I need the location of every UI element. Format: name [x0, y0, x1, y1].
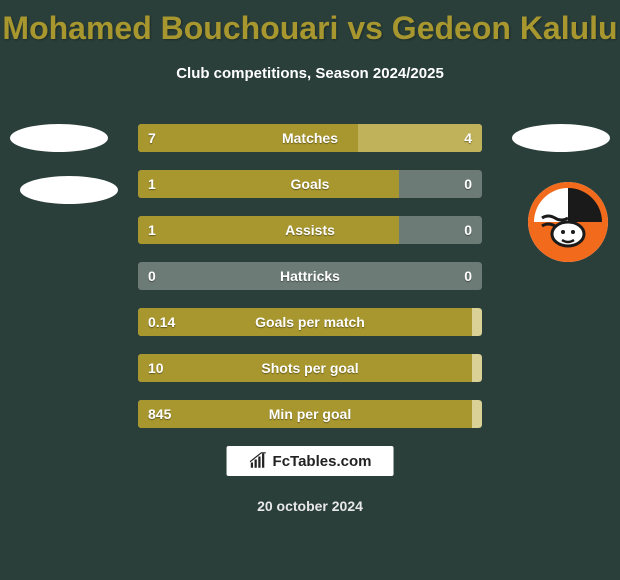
stat-label: Hattricks: [138, 262, 482, 290]
stat-label: Matches: [138, 124, 482, 152]
page-title: Mohamed Bouchouari vs Gedeon Kalulu: [0, 0, 620, 47]
stat-value-right: 0: [464, 216, 472, 244]
branding-text: FcTables.com: [273, 453, 372, 470]
stat-row: Assists1 0: [138, 216, 482, 244]
stat-label: Assists: [138, 216, 482, 244]
stat-label: Min per goal: [138, 400, 482, 428]
stat-label: Shots per goal: [138, 354, 482, 382]
comparison-bars: Matches74Goals10Assists10Hattricks00Goal…: [138, 124, 482, 446]
stat-value-right: 0: [464, 262, 472, 290]
stat-label: Goals: [138, 170, 482, 198]
stat-row: Matches7 4: [138, 124, 482, 152]
club-badge-lorient: [528, 182, 608, 262]
stat-value-left: 845: [148, 400, 171, 428]
stat-value-left: 1: [148, 170, 156, 198]
placeholder-ellipse-left-1: [10, 124, 108, 152]
stat-value-left: 10: [148, 354, 164, 382]
placeholder-ellipse-left-2: [20, 176, 118, 204]
stat-value-left: 0.14: [148, 308, 175, 336]
stat-row: Goals1 0: [138, 170, 482, 198]
branding-badge: FcTables.com: [227, 446, 394, 476]
stat-label: Goals per match: [138, 308, 482, 336]
stat-row: Hattricks0 0: [138, 262, 482, 290]
stat-value-left: 0: [148, 262, 156, 290]
snapshot-date: 20 october 2024: [0, 498, 620, 514]
placeholder-ellipse-right-1: [512, 124, 610, 152]
stat-value-right: 4: [464, 124, 472, 152]
stat-row: Goals per match0.14: [138, 308, 482, 336]
stat-value-left: 7: [148, 124, 156, 152]
stat-value-left: 1: [148, 216, 156, 244]
lorient-badge-icon: [528, 182, 608, 262]
stat-value-right: 0: [464, 170, 472, 198]
stat-row: Shots per goal10: [138, 354, 482, 382]
season-subtitle: Club competitions, Season 2024/2025: [0, 65, 620, 82]
stat-row: Min per goal845: [138, 400, 482, 428]
chart-icon: [249, 452, 267, 470]
